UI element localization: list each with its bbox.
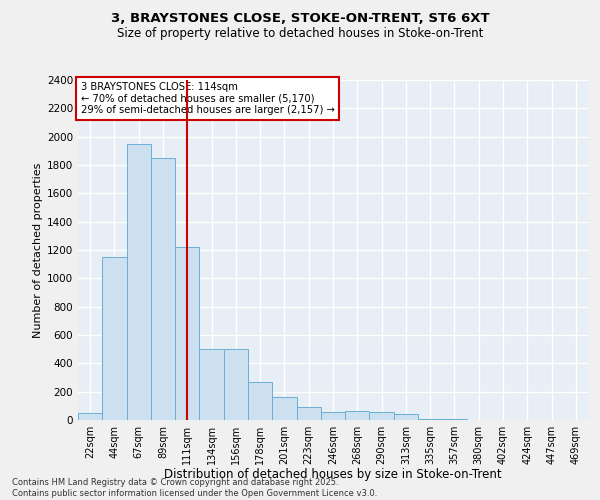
Text: Contains HM Land Registry data © Crown copyright and database right 2025.
Contai: Contains HM Land Registry data © Crown c… — [12, 478, 377, 498]
Y-axis label: Number of detached properties: Number of detached properties — [33, 162, 43, 338]
Bar — [321, 412, 345, 420]
Bar — [78, 413, 102, 420]
Bar — [102, 257, 127, 420]
Bar — [296, 406, 321, 420]
X-axis label: Distribution of detached houses by size in Stoke-on-Trent: Distribution of detached houses by size … — [164, 468, 502, 481]
Bar — [345, 411, 370, 420]
Bar — [199, 349, 224, 420]
Text: Size of property relative to detached houses in Stoke-on-Trent: Size of property relative to detached ho… — [117, 28, 483, 40]
Text: 3, BRAYSTONES CLOSE, STOKE-ON-TRENT, ST6 6XT: 3, BRAYSTONES CLOSE, STOKE-ON-TRENT, ST6… — [110, 12, 490, 26]
Bar — [224, 349, 248, 420]
Bar — [418, 418, 442, 420]
Bar — [370, 412, 394, 420]
Text: 3 BRAYSTONES CLOSE: 114sqm
← 70% of detached houses are smaller (5,170)
29% of s: 3 BRAYSTONES CLOSE: 114sqm ← 70% of deta… — [80, 82, 334, 115]
Bar — [272, 398, 296, 420]
Bar — [151, 158, 175, 420]
Bar — [127, 144, 151, 420]
Bar — [248, 382, 272, 420]
Bar — [175, 247, 199, 420]
Bar — [394, 414, 418, 420]
